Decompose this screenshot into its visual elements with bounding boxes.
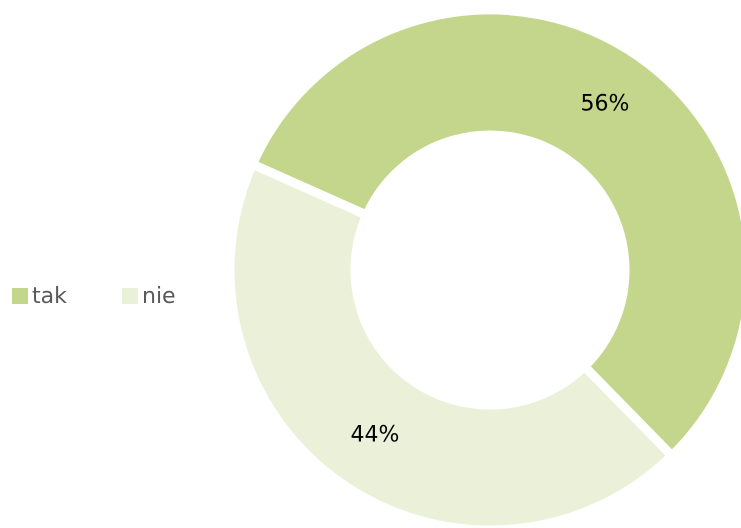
legend-label: nie <box>142 284 176 309</box>
donut-slice <box>246 5 741 463</box>
data-label: 56% <box>581 92 630 117</box>
data-label: 44% <box>351 422 400 447</box>
legend-swatch <box>122 288 138 304</box>
donut-slice <box>225 158 679 528</box>
legend-swatch <box>12 288 28 304</box>
legend-label: tak <box>32 284 67 309</box>
